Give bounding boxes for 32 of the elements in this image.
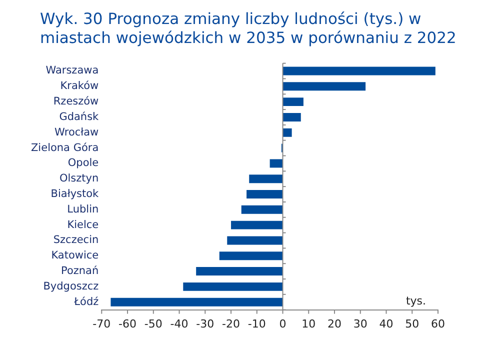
- x-tick-label: 50: [405, 317, 420, 330]
- x-tick-label: -40: [170, 317, 188, 330]
- y-tick-label: Kielce: [67, 218, 99, 231]
- x-tick-label: 30: [353, 317, 368, 330]
- y-tick-label: Zielona Góra: [30, 142, 99, 154]
- x-tick-label: 10: [302, 317, 316, 330]
- x-tick-label: 40: [379, 317, 394, 330]
- y-tick-label: Warszawa: [46, 64, 99, 77]
- y-tick-label: Opole: [68, 157, 99, 170]
- x-tick-label: -10: [248, 317, 266, 330]
- y-tick-label: Poznań: [61, 265, 99, 278]
- y-tick-label: Szczecin: [53, 234, 99, 246]
- y-tick-label: Gdańsk: [59, 110, 100, 123]
- x-tick-label: -70: [92, 317, 111, 330]
- x-tick-label: -50: [144, 317, 162, 330]
- annotation: tys.: [406, 294, 426, 308]
- y-tick-label: Wrocław: [54, 126, 100, 138]
- y-tick-label: Lublin: [67, 203, 99, 216]
- y-tick-label: Katowice: [51, 250, 99, 262]
- y-tick-label: Olsztyn: [59, 172, 99, 185]
- y-tick-label: Łódź: [73, 296, 100, 308]
- x-tick-label: 20: [328, 317, 342, 330]
- y-tick-label: Białystok: [50, 188, 100, 200]
- y-tick-label: Bydgoszcz: [43, 280, 100, 292]
- x-tick-label: 60: [431, 317, 445, 330]
- x-tick-label: -60: [118, 317, 137, 330]
- x-tick-label: 0: [279, 317, 286, 330]
- x-tick-label: -20: [222, 317, 240, 330]
- x-tick-label: -30: [196, 317, 214, 330]
- y-tick-label: Rzeszów: [53, 96, 100, 108]
- y-tick-label: Kraków: [60, 80, 100, 92]
- chart-title: Wyk. 30 Prognoza zmiany liczby ludności (tys.) w miastach wojewódzkich w 2035 w porównaniu z 2022: [39, 9, 458, 49]
